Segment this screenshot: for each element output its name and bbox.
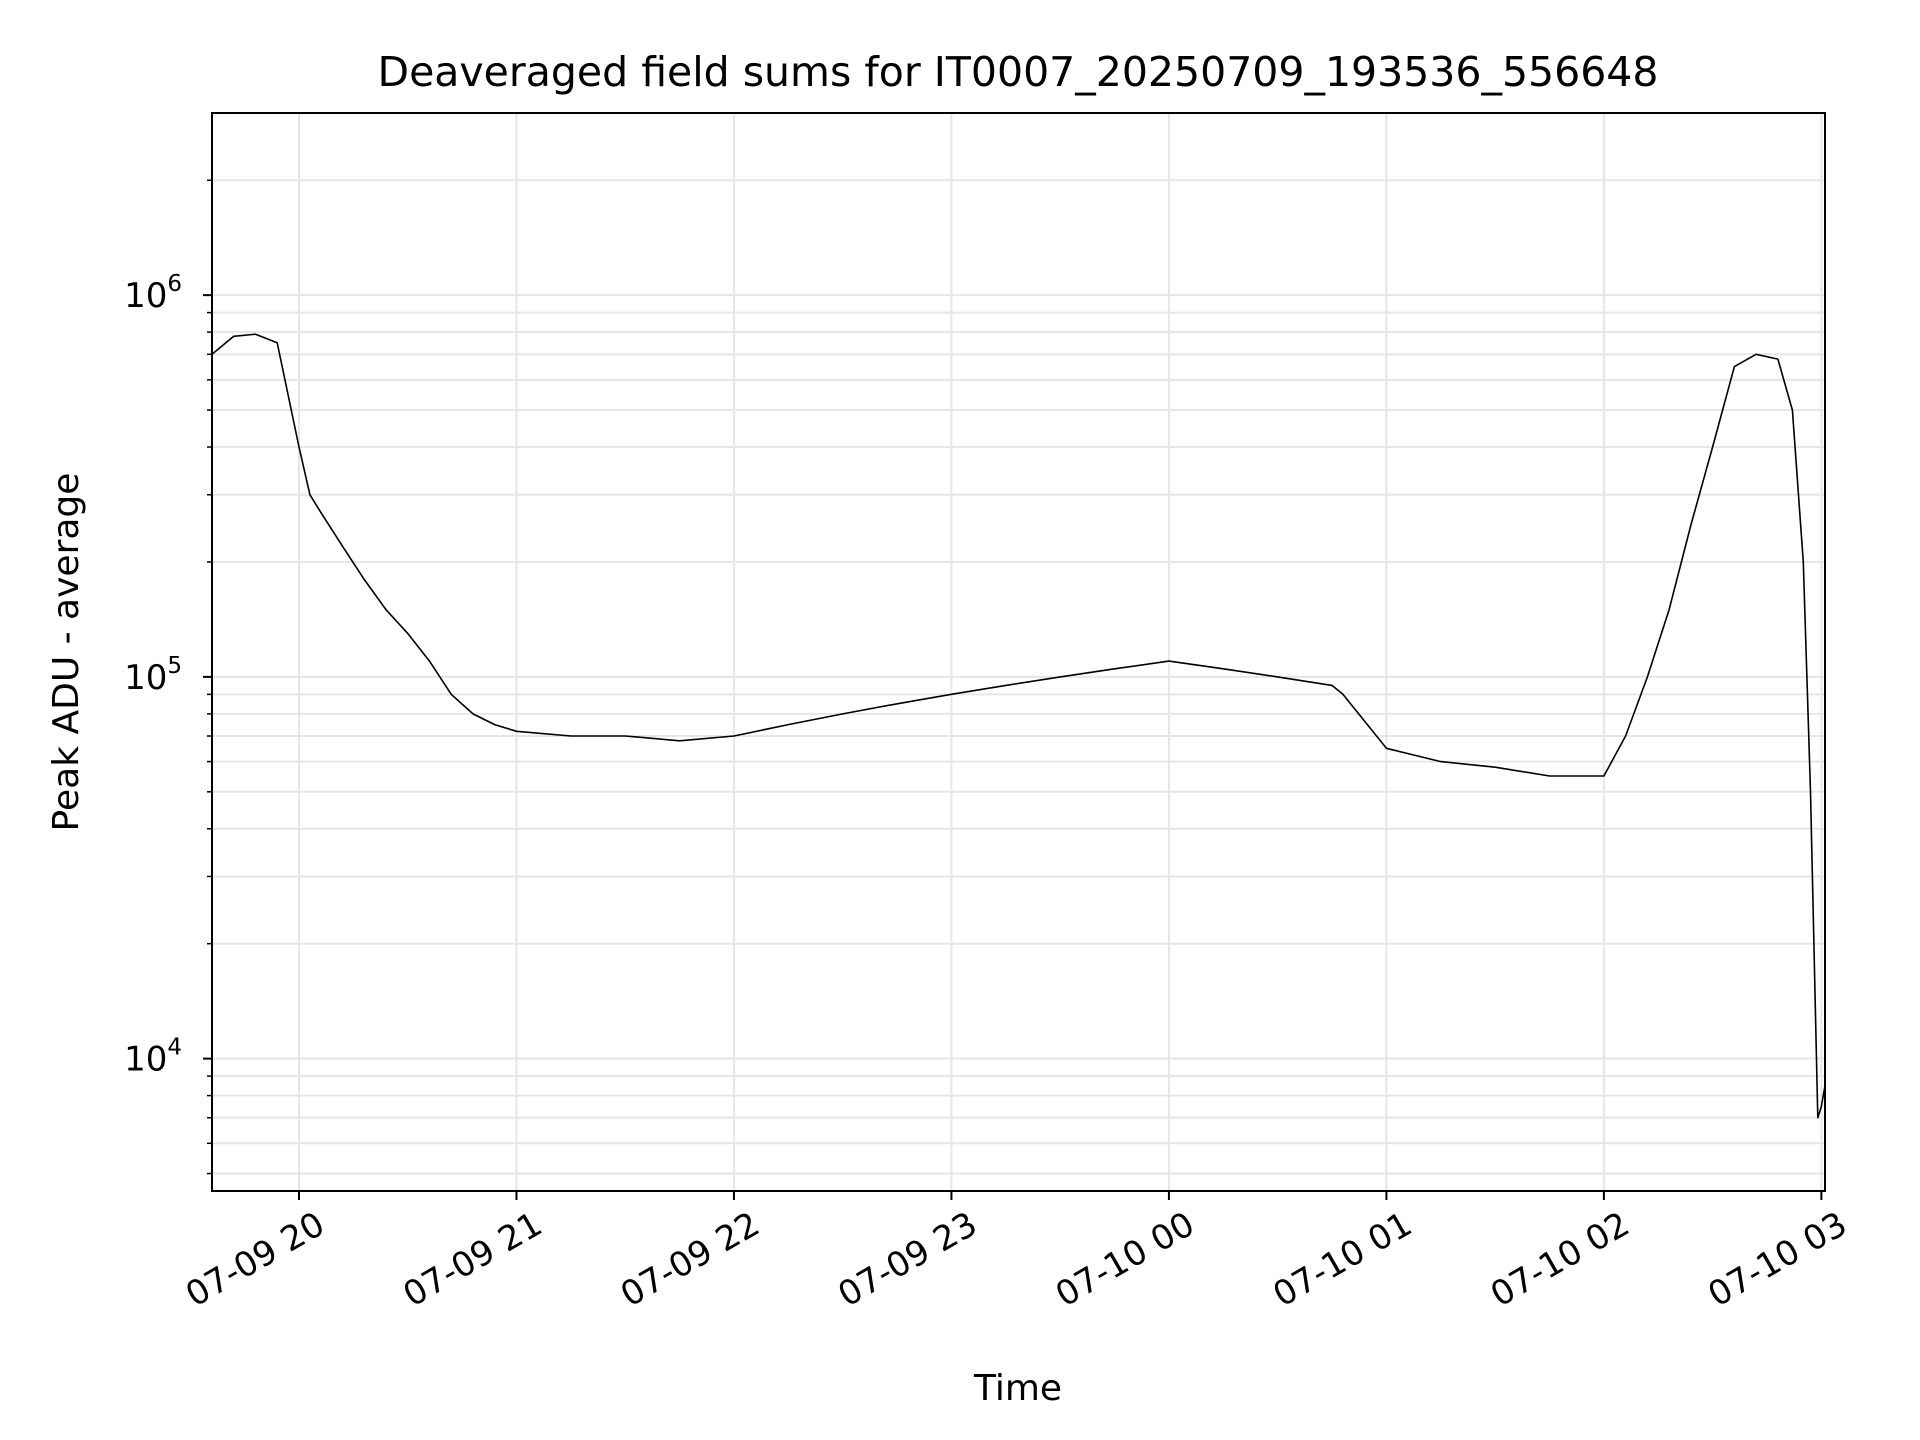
series-layer — [211, 333, 1826, 1119]
x-axis-label: Time — [973, 1368, 1062, 1409]
y-tick-label: 104 — [124, 1035, 182, 1080]
y-axis-label: Peak ADU - average — [46, 473, 87, 832]
y-tick-label: 105 — [124, 653, 182, 698]
y-tick-label: 106 — [124, 271, 182, 316]
chart-title: Deaveraged field sums for IT0007_2025070… — [378, 48, 1659, 96]
series-line — [211, 333, 1826, 1119]
y-axis: 104 105 106 — [124, 179, 212, 1175]
grid — [212, 113, 1825, 1191]
plot-frame — [211, 112, 1826, 1192]
